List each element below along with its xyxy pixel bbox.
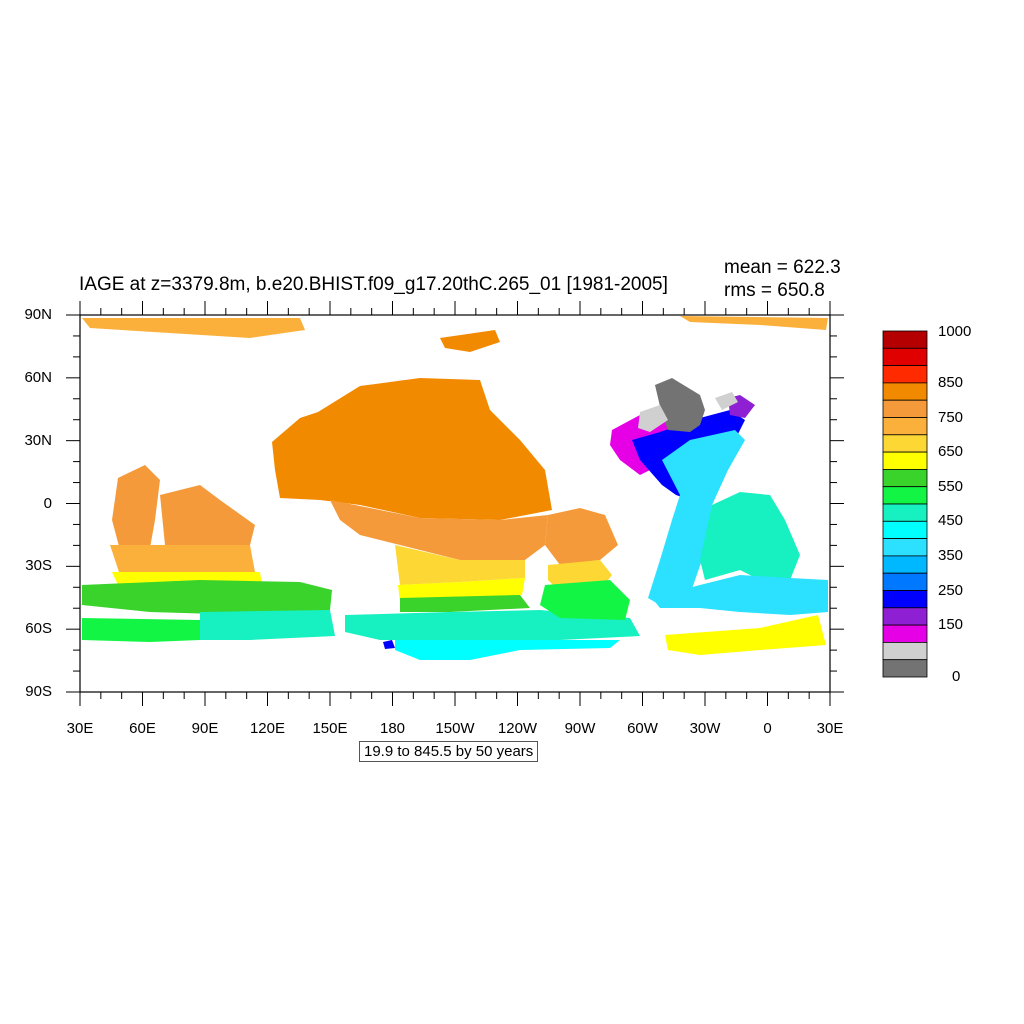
rms-value: rms = 650.8 — [724, 280, 825, 301]
colorbar-label: 750 — [938, 408, 964, 426]
x-tick-label: 90W — [564, 720, 596, 737]
contour-info-box: 19.9 to 845.5 by 50 years — [359, 741, 539, 762]
colorbar-swatch — [882, 434, 928, 453]
colorbar-swatch — [882, 417, 928, 436]
colorbar-swatch — [882, 659, 928, 678]
axis-ticks — [66, 301, 844, 706]
weddell-yellow — [665, 615, 826, 655]
colorbar-swatch — [882, 642, 928, 661]
arctic-patch — [440, 330, 500, 352]
y-tick-label: 60S — [25, 620, 52, 638]
colorbar-swatch — [882, 382, 928, 401]
colorbar-label: 0 — [952, 668, 961, 685]
colorbar-swatch — [882, 590, 928, 609]
colorbar-label: 250 — [938, 581, 964, 599]
mean-value: mean = 622.3 — [724, 257, 841, 278]
colorbar-swatch — [882, 451, 928, 470]
colorbar-swatch — [882, 365, 928, 384]
colorbar-swatch — [882, 330, 928, 349]
colorbar-label: 550 — [938, 477, 964, 495]
y-tick-label: 30S — [25, 557, 52, 575]
south-pacific-mid — [330, 500, 548, 560]
colorbar-label: 850 — [938, 373, 964, 391]
atlantic-skyblue — [648, 430, 745, 605]
x-tick-label: 180 — [379, 720, 406, 737]
x-tick-label: 60W — [627, 720, 658, 737]
x-tick-label: 150W — [435, 720, 475, 737]
x-tick-label: 120E — [249, 720, 286, 737]
atlantic-lightgray — [638, 405, 668, 432]
colorbar-label: 450 — [938, 512, 964, 530]
atlantic-lightgray-north — [715, 392, 738, 410]
y-tick-label: 90N — [24, 306, 52, 323]
y-tick-label: 0 — [43, 494, 52, 512]
indian-south — [110, 545, 255, 575]
southern-green-west — [82, 580, 332, 615]
colorbar-swatch — [882, 538, 928, 557]
colorbar-label: 350 — [938, 546, 964, 564]
colorbar-swatch — [882, 503, 928, 522]
east-pacific — [545, 508, 618, 565]
southern-aqua-west — [200, 610, 335, 640]
colorbar-swatch — [882, 624, 928, 643]
colorbar-swatch — [882, 347, 928, 366]
south-atlantic-cyan — [652, 575, 828, 615]
x-tick-label: 60E — [129, 720, 156, 737]
arctic-strip-west — [82, 318, 305, 338]
colorbar-swatch — [882, 555, 928, 574]
ocean-fields — [82, 316, 828, 660]
colorbar-swatch — [882, 468, 928, 488]
indian-west — [112, 465, 160, 550]
antarctic-edge-blue — [383, 640, 395, 649]
x-tick-label: 90E — [191, 720, 219, 737]
colorbar-swatch — [882, 607, 928, 626]
x-tick-label: 150E — [312, 720, 348, 737]
x-tick-label: 120W — [497, 720, 538, 737]
colorbar — [882, 330, 928, 678]
colorbar-label: 150 — [938, 616, 964, 634]
x-tick-label: 30E — [66, 720, 94, 737]
southern-cyan-central — [395, 640, 620, 660]
arctic-strip-east — [680, 316, 828, 330]
y-tick-label: 30N — [24, 431, 52, 449]
atlantic-gray — [655, 378, 705, 432]
colorbar-swatch — [882, 486, 928, 505]
colorbar-swatch — [882, 399, 928, 418]
north-pacific — [272, 378, 552, 520]
colorbar-label: 650 — [938, 443, 964, 461]
colorbar-label: 1000 — [938, 323, 972, 340]
indian-central — [160, 485, 255, 550]
colorbar-swatch — [882, 520, 928, 539]
plot-title: IAGE at z=3379.8m, b.e20.BHIST.f09_g17.2… — [79, 274, 668, 295]
colorbar-swatch — [882, 572, 928, 591]
x-tick-label: 30W — [689, 720, 721, 737]
south-pacific-lower — [395, 545, 525, 585]
y-tick-label: 90S — [25, 683, 52, 700]
y-tick-label: 60N — [24, 368, 52, 386]
south-atlantic-green — [540, 580, 630, 620]
x-tick-label: 30E — [816, 720, 844, 737]
x-tick-label: 0 — [763, 720, 772, 737]
atlantic-aqua-east — [700, 492, 800, 580]
southern-brightgreen-west — [82, 618, 200, 642]
southern-green-central — [400, 595, 530, 612]
